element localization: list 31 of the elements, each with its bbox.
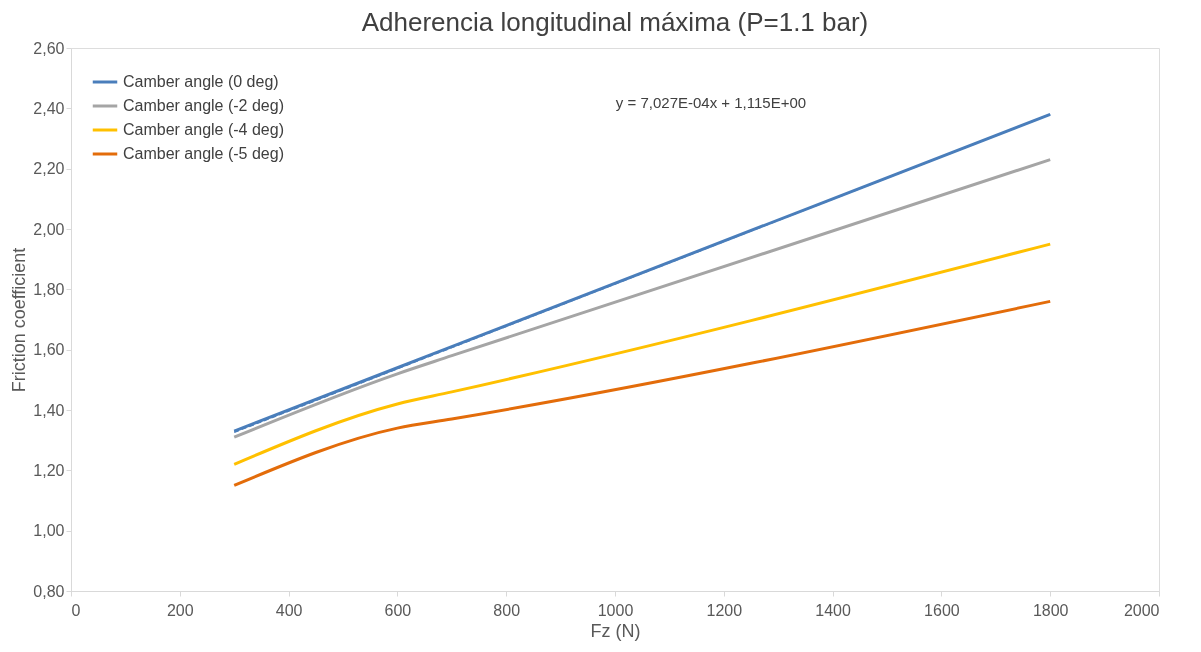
x-tick-label: 400	[275, 601, 303, 619]
y-tick-label: 1,80	[33, 280, 65, 298]
x-tick-label: 1200	[706, 601, 743, 619]
x-tick-label: 1000	[597, 601, 634, 619]
y-tick-label: 1,20	[33, 461, 65, 479]
x-tick-label: 1800	[1032, 601, 1069, 619]
x-tick-label: 600	[384, 601, 412, 619]
y-tick-label: 1,60	[33, 341, 65, 359]
legend-label: Camber angle (-5 deg)	[123, 145, 284, 162]
x-tick-label: 1400	[815, 601, 851, 619]
y-tick-label: 2,00	[33, 220, 65, 238]
legend-label: Camber angle (-4 deg)	[123, 121, 284, 138]
y-tick-label: 0,80	[33, 582, 65, 600]
line-series	[232, 242, 1052, 466]
legend-label: Camber angle (-2 deg)	[123, 97, 284, 114]
x-tick-label: 0	[71, 601, 81, 619]
x-tick-label: 200	[166, 601, 194, 619]
annotation: y = 7,027E-04x + 1,115E+00	[615, 94, 807, 111]
y-tick-label: 1,40	[33, 401, 65, 419]
chart-title: Adherencia longitudinal máxima (P=1.1 bar)	[361, 7, 869, 37]
x-tick-label: 2000	[1123, 601, 1160, 619]
y-tick-label: 2,60	[33, 39, 65, 57]
legend-label: Camber angle (0 deg)	[123, 73, 279, 90]
y-axis-title: Friction coefficient	[9, 247, 30, 393]
y-tick-label: 2,20	[33, 160, 65, 178]
x-tick-label: 1600	[924, 601, 960, 619]
x-tick-label: 800	[493, 601, 521, 619]
y-tick-label: 2,40	[33, 99, 65, 117]
x-axis-title: Fz (N)	[590, 620, 641, 641]
y-tick-label: 1,00	[33, 522, 65, 540]
line-series	[232, 299, 1052, 487]
